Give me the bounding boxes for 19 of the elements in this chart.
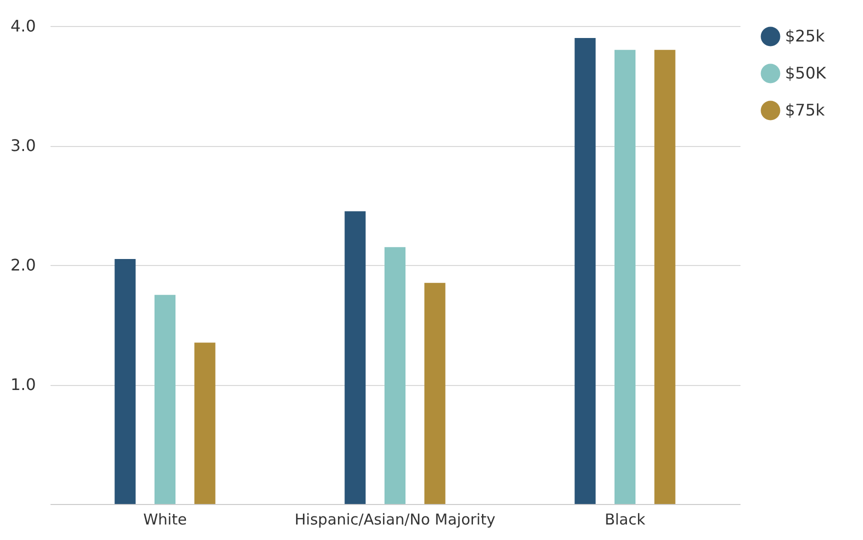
x-tick-label: Black (604, 510, 646, 528)
bar (154, 294, 176, 504)
bar (574, 38, 596, 504)
y-tick-label: 4.0 (10, 16, 36, 36)
y-tick-label: 1.0 (10, 375, 36, 394)
bar (614, 50, 636, 504)
bar (654, 50, 676, 504)
bar (424, 282, 446, 504)
legend-label: $75k (785, 100, 826, 120)
legend-label: $50K (785, 64, 827, 82)
y-tick-label: 3.0 (10, 136, 36, 155)
legend-label: $25k (785, 26, 826, 46)
x-tick-label: Hispanic/Asian/No Majority (294, 510, 496, 528)
x-tick-label: White (143, 510, 187, 528)
bar (114, 259, 136, 504)
bar (384, 247, 406, 504)
bar (344, 211, 366, 504)
y-tick-label: 2.0 (10, 256, 36, 274)
bar (194, 342, 216, 504)
